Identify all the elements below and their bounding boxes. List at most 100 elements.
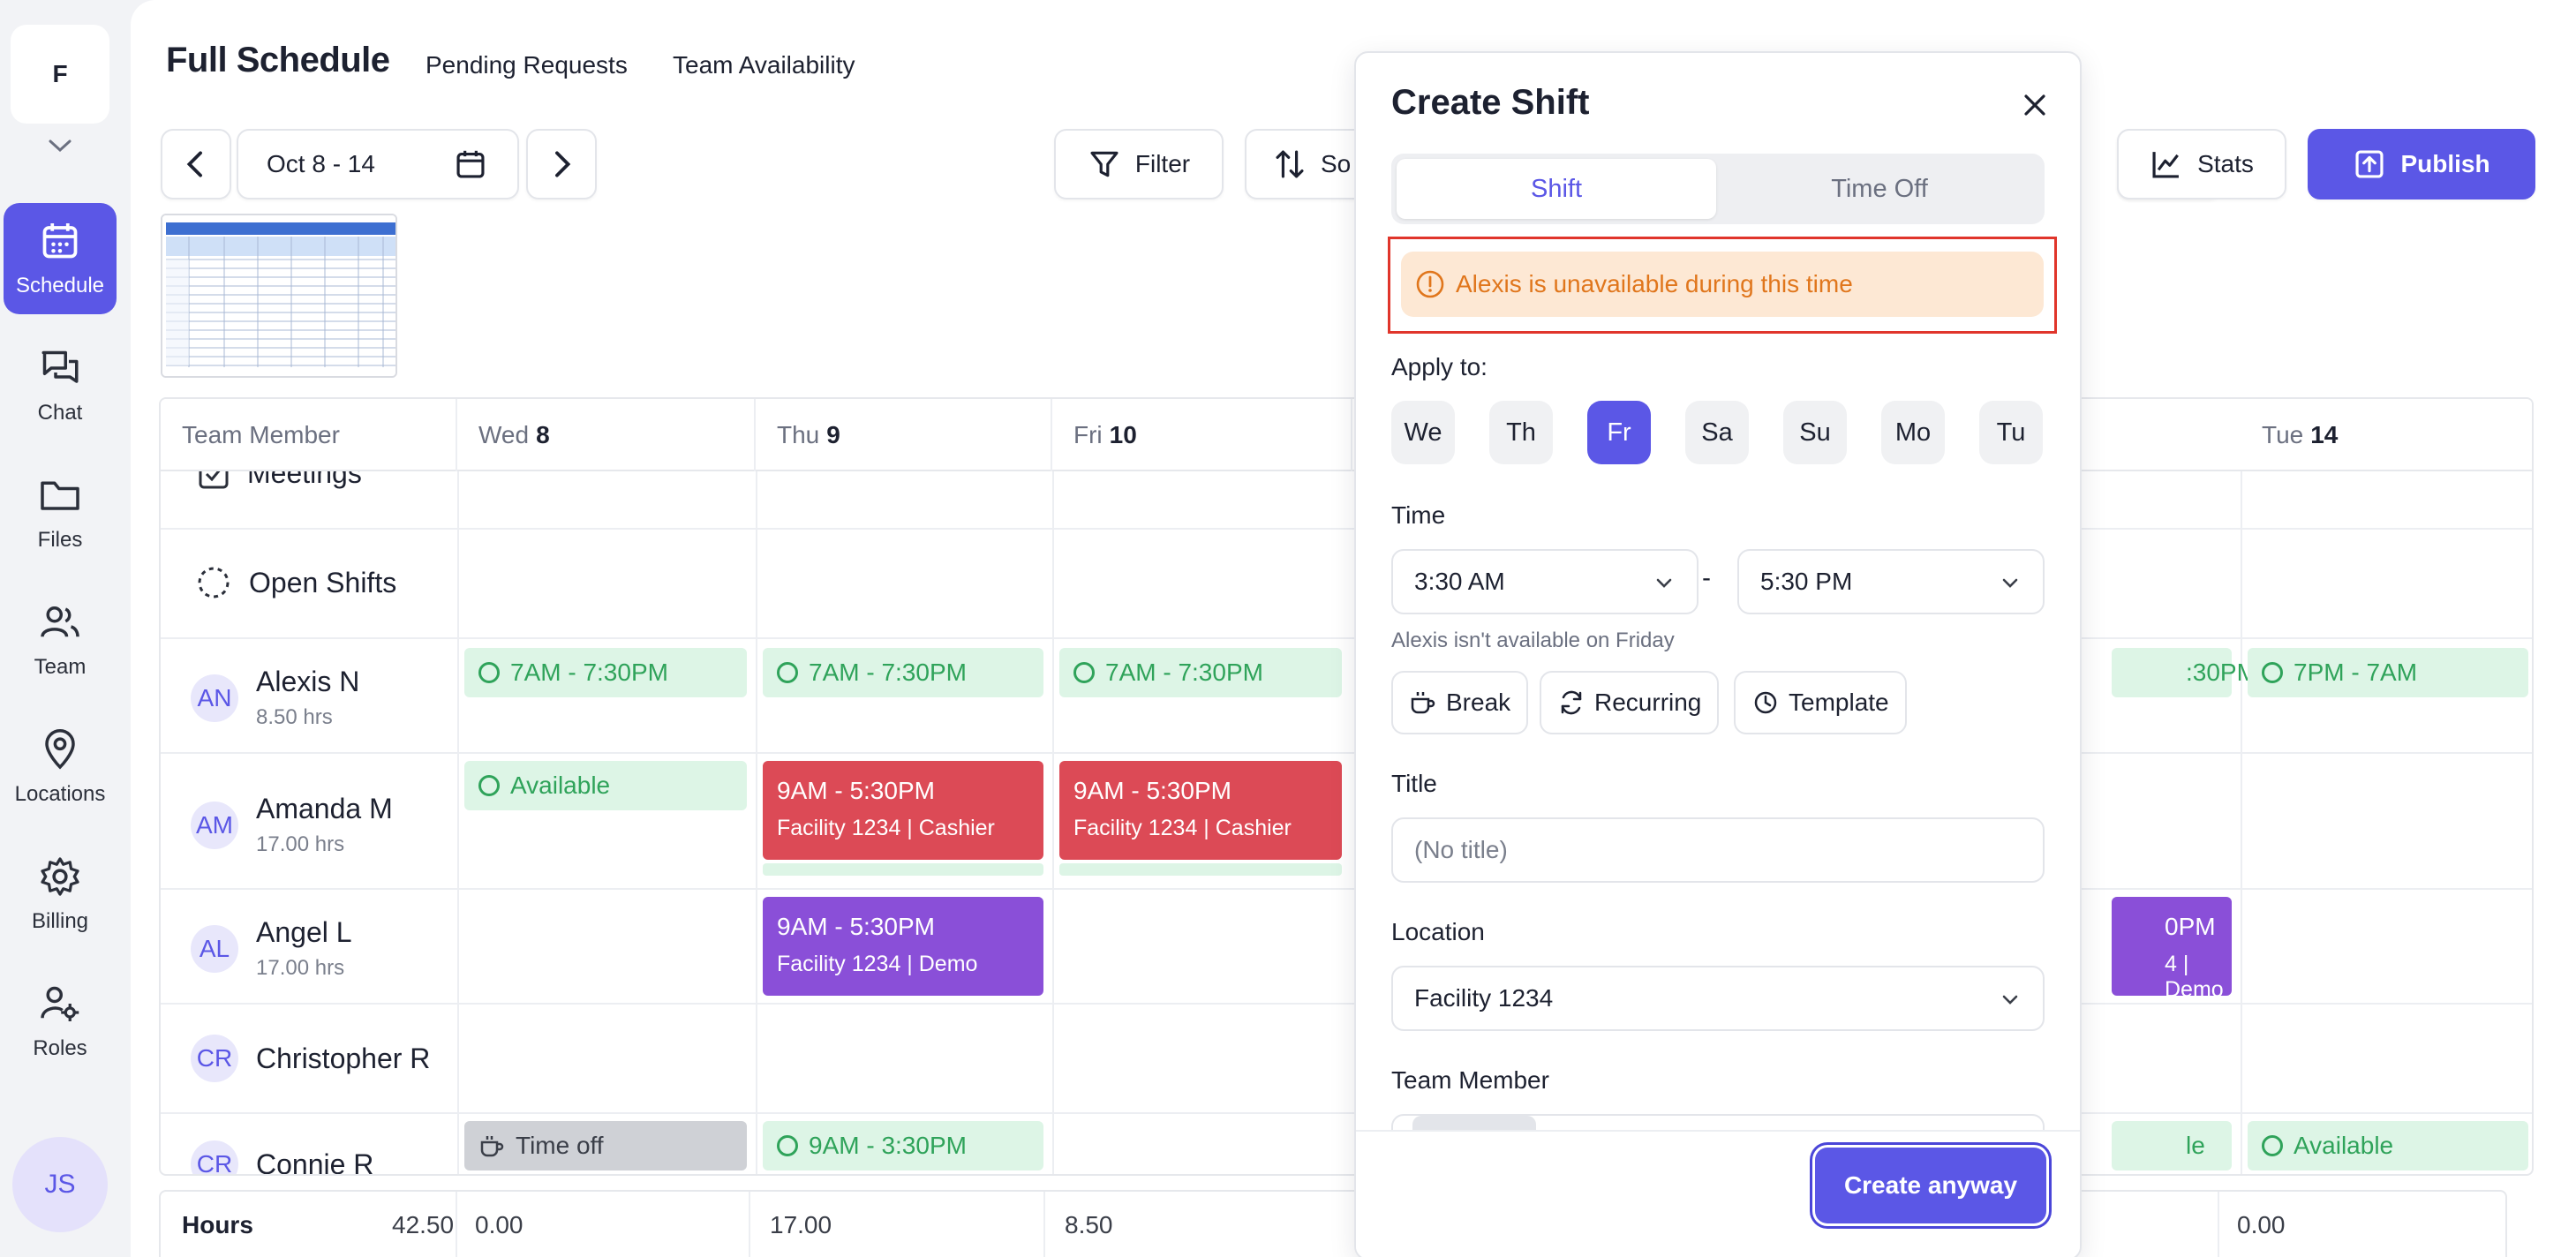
title-label: Title <box>1391 770 1437 797</box>
org-switcher[interactable]: F <box>11 25 109 124</box>
coffee-icon <box>480 1136 504 1157</box>
availability-pill[interactable]: 7AM - 7:30PM <box>763 648 1043 697</box>
tab-team-availability[interactable]: Team Availability <box>673 51 855 79</box>
clock-icon <box>1754 691 1777 714</box>
coffee-icon <box>1411 692 1435 714</box>
member-cell[interactable]: AL Angel L 17.00 hrs <box>191 916 352 981</box>
tab-shift[interactable]: Shift <box>1397 159 1716 219</box>
left-rail: F Schedule Chat Files Team Locations Bil… <box>0 0 131 1257</box>
day-toggle-we[interactable]: We <box>1391 401 1455 464</box>
filter-button[interactable]: Filter <box>1054 129 1224 199</box>
end-time-select[interactable]: 5:30 PM <box>1737 549 2045 614</box>
shift-card[interactable]: 0PM 4 | Demo <box>2112 897 2232 1002</box>
header-day-wed[interactable]: Wed 8 <box>457 399 756 471</box>
stats-button[interactable]: Stats <box>2117 129 2286 199</box>
member-cell[interactable]: AN Alexis N 8.50 hrs <box>191 666 359 730</box>
hours-value: 0.00 <box>475 1211 523 1238</box>
schedule-thumbnail-image[interactable] <box>161 214 397 378</box>
availability-pill[interactable]: Available <box>464 761 747 810</box>
circle-icon <box>2262 1135 2283 1156</box>
availability-pill[interactable]: 7PM - 7AM <box>2248 648 2528 697</box>
hours-total: 42.50 <box>392 1211 455 1238</box>
header-day-thu[interactable]: Thu 9 <box>756 399 1052 471</box>
nav-billing[interactable]: Billing <box>4 839 117 950</box>
location-select[interactable]: Facility 1234 <box>1391 966 2045 1031</box>
time-off-pill[interactable]: Time off <box>464 1121 747 1170</box>
dialog-footer: Create anyway <box>1356 1130 2080 1257</box>
table-row: AM Amanda M 17.00 hrs Available 9AM - 5:… <box>161 754 2532 890</box>
avatar: AN <box>191 674 238 722</box>
member-cell[interactable]: CR Connie R <box>191 1140 374 1176</box>
day-toggle-tu[interactable]: Tu <box>1979 401 2043 464</box>
availability-pill[interactable]: 9AM - 3:30PM <box>763 1121 1043 1170</box>
header-day-tue[interactable]: Tue 14 <box>2262 421 2339 448</box>
date-range-picker[interactable]: Oct 8 - 14 <box>237 129 519 199</box>
unavailable-alert: Alexis is unavailable during this time <box>1401 252 2044 317</box>
availability-pill[interactable]: Available <box>2248 1121 2528 1170</box>
shift-card[interactable]: 9AM - 5:30PM Facility 1234 | Demo <box>763 897 1043 996</box>
member-cell[interactable]: AM Amanda M 17.00 hrs <box>191 793 393 857</box>
create-anyway-button[interactable]: Create anyway <box>1815 1148 2046 1223</box>
team-member-label: Team Member <box>1391 1066 1549 1094</box>
availability-pill[interactable]: 7AM - 7:30PM <box>1059 648 1342 697</box>
availability-pill[interactable]: 7AM - 7:30PM <box>464 648 747 697</box>
header-day-fri[interactable]: Fri 10 <box>1052 399 1352 471</box>
day-toggle-fr[interactable]: Fr <box>1587 401 1651 464</box>
time-label: Time <box>1391 501 1446 529</box>
stats-label: Stats <box>2197 150 2254 177</box>
tab-time-off[interactable]: Time Off <box>1831 174 1928 203</box>
member-name: Connie R <box>256 1148 374 1176</box>
template-button[interactable]: Template <box>1734 671 1907 734</box>
chevron-right-icon <box>555 151 571 177</box>
member-hours: 17.00 hrs <box>256 832 345 856</box>
chart-icon <box>2152 152 2180 178</box>
availability-pill[interactable]: :30PM <box>2112 648 2257 697</box>
calendar-icon <box>42 223 78 259</box>
title-input[interactable]: (No title) <box>1391 817 2045 883</box>
hours-value: 17.00 <box>770 1211 832 1238</box>
nav-files[interactable]: Files <box>4 457 117 568</box>
recurring-button[interactable]: Recurring <box>1540 671 1720 734</box>
availability-pill[interactable]: le <box>2112 1121 2232 1170</box>
apply-to-label: Apply to: <box>1391 353 1488 380</box>
start-time-select[interactable]: 3:30 AM <box>1391 549 1699 614</box>
avatar: CR <box>191 1035 238 1082</box>
day-toggle-sa[interactable]: Sa <box>1685 401 1749 464</box>
prev-week-button[interactable] <box>161 129 231 199</box>
member-cell[interactable]: CR Christopher R <box>191 1035 430 1082</box>
nav-roles[interactable]: Roles <box>4 966 117 1077</box>
nav-team[interactable]: Team <box>4 584 117 696</box>
sort-button[interactable]: So <box>1245 129 1368 199</box>
circle-icon <box>478 662 500 683</box>
tab-pending-requests[interactable]: Pending Requests <box>426 51 628 79</box>
nav-locations[interactable]: Locations <box>4 711 117 823</box>
publish-button[interactable]: Publish <box>2308 129 2535 199</box>
user-avatar[interactable]: JS <box>12 1137 108 1232</box>
main-content: Full Schedule Pending Requests Team Avai… <box>131 0 2576 1257</box>
chevron-down-icon[interactable] <box>42 132 78 159</box>
open-shifts-label: Open Shifts <box>249 566 397 598</box>
avatar: AM <box>191 801 238 849</box>
next-week-button[interactable] <box>526 129 597 199</box>
nav-label: Roles <box>33 1036 87 1060</box>
nav-label: Schedule <box>15 274 105 297</box>
day-toggle-th[interactable]: Th <box>1489 401 1553 464</box>
upload-icon <box>2355 150 2384 178</box>
folder-icon <box>41 481 79 510</box>
shift-card[interactable]: 9AM - 5:30PM Facility 1234 | Cashier <box>763 761 1043 860</box>
member-name: Amanda M <box>256 793 393 824</box>
roles-icon <box>41 986 79 1021</box>
selected-member-chip[interactable] <box>1412 1116 1536 1130</box>
warning-circle-icon <box>1416 270 1444 298</box>
nav-label: Files <box>37 528 83 552</box>
shift-card[interactable]: 9AM - 5:30PM Facility 1234 | Cashier <box>1059 761 1342 860</box>
table-row: AN Alexis N 8.50 hrs 7AM - 7:30PM 7AM - … <box>161 639 2532 754</box>
close-icon[interactable] <box>2015 85 2055 125</box>
day-toggle-su[interactable]: Su <box>1783 401 1847 464</box>
day-toggle-mo[interactable]: Mo <box>1881 401 1945 464</box>
nav-chat[interactable]: Chat <box>4 330 117 441</box>
nav-schedule[interactable]: Schedule <box>4 203 117 314</box>
sort-icon <box>1276 150 1304 178</box>
break-button[interactable]: Break <box>1391 671 1529 734</box>
filter-label: Filter <box>1134 150 1191 177</box>
